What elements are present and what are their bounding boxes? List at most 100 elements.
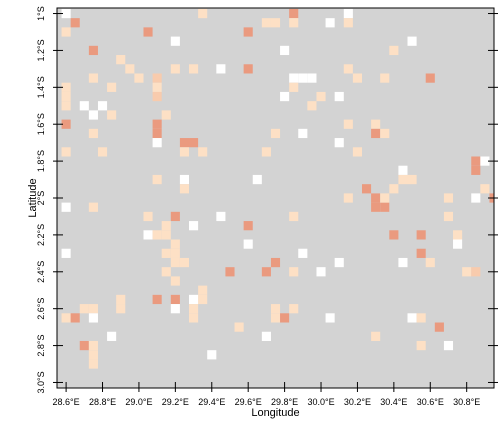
heatmap-cell: [325, 18, 335, 28]
heatmap-cell: [198, 285, 208, 295]
heatmap-cell: [352, 73, 362, 83]
heatmap-cell: [143, 27, 153, 37]
heatmap-cell: [88, 110, 98, 120]
heatmap-cell: [152, 294, 162, 305]
heatmap-cell: [261, 267, 271, 277]
heatmap-cell: [334, 257, 344, 268]
heatmap-cell: [343, 193, 353, 203]
heatmap-cell: [261, 331, 271, 341]
heatmap-cell: [152, 230, 162, 240]
heatmap-cell: [270, 304, 281, 314]
heatmap-cell: [398, 165, 408, 175]
heatmap-cell: [434, 322, 444, 332]
plot-background: [57, 8, 494, 388]
y-tick-label: 2.2°S: [36, 224, 46, 246]
heatmap-cell: [61, 147, 71, 157]
heatmap-cell: [170, 239, 180, 249]
heatmap-cell: [189, 304, 199, 314]
heatmap-cell: [79, 101, 89, 111]
heatmap-cell: [61, 82, 71, 92]
heatmap-cell: [416, 230, 426, 240]
heatmap-cell: [261, 147, 271, 157]
heatmap-cell: [471, 165, 481, 175]
heatmap-cell: [443, 340, 454, 351]
heatmap-cell: [143, 211, 153, 222]
heatmap-cell: [170, 64, 180, 74]
heatmap-cell: [343, 64, 353, 74]
heatmap-cell: [143, 230, 153, 240]
heatmap-cell: [243, 64, 253, 74]
heatmap-cell: [380, 128, 390, 139]
x-tick-label: 29.4°E: [198, 397, 225, 407]
heatmap-cell: [189, 221, 199, 231]
heatmap-cell: [161, 230, 171, 240]
x-tick-label: 28.6°E: [53, 397, 80, 407]
y-tick-label: 2.4°S: [36, 261, 46, 283]
x-tick-label: 29.8°E: [271, 397, 298, 407]
heatmap-cell: [116, 55, 126, 65]
heatmap-cell: [280, 91, 290, 102]
heatmap-cell: [425, 257, 435, 268]
heatmap-cell: [416, 340, 426, 351]
heatmap-cell: [270, 313, 281, 323]
heatmap-cell: [307, 73, 317, 83]
x-tick-label: 30.4°E: [380, 397, 407, 407]
heatmap-cell: [107, 331, 117, 341]
heatmap-cell: [116, 304, 126, 314]
y-tick-label: 1°S: [36, 6, 46, 21]
heatmap-cell: [380, 193, 390, 203]
heatmap-cell: [453, 239, 463, 249]
heatmap-cell: [88, 45, 98, 56]
heatmap-cell: [243, 221, 253, 231]
heatmap-cell: [398, 257, 408, 268]
y-axis-title: Latitude: [27, 178, 39, 217]
heatmap-cell: [416, 248, 426, 258]
x-axis-ticks: 28.6°E 28.8°E 29.0°E 29.2°E 29.4°E 29.6°E 29.8…: [53, 382, 480, 407]
heatmap-cell: [443, 211, 454, 222]
heatmap-cell: [225, 267, 235, 277]
heatmap-cell: [389, 45, 399, 56]
heatmap-cell: [343, 18, 353, 28]
heatmap-cell: [152, 128, 162, 139]
heatmap-cell: [179, 174, 190, 185]
x-tick-label: 29.2°E: [162, 397, 189, 407]
heatmap-cell: [289, 73, 299, 83]
heatmap-cell: [88, 359, 98, 369]
heatmap-cell: [280, 45, 290, 56]
heatmap-cell: [407, 313, 417, 323]
y-axis-ticks: 1°S 1.2°S 1.4°S 1.6°S 1.8°S 2°S 2.2°S 2.4°S 2.6°…: [36, 6, 498, 394]
heatmap-cell: [170, 248, 180, 258]
x-axis-title: Longitude: [251, 407, 299, 419]
heatmap-cell: [416, 313, 426, 323]
heatmap-cell: [152, 82, 162, 92]
heatmap-cell: [298, 128, 308, 139]
heatmap-cell: [462, 267, 472, 277]
heatmap-cell: [389, 184, 399, 194]
heatmap-cell: [371, 128, 381, 139]
heatmap-cell: [179, 147, 190, 157]
heatmap-cell: [170, 257, 180, 268]
heatmap-cell: [234, 322, 244, 332]
heatmap-cell: [398, 174, 408, 185]
heatmap-cell: [88, 313, 98, 323]
heatmap-cell: [325, 313, 335, 323]
heatmap-cell: [371, 331, 381, 341]
y-tick-label: 2.8°S: [36, 335, 46, 357]
heatmap-cell: [170, 36, 180, 46]
x-tick-label: 29.6°E: [235, 397, 262, 407]
heatmap-cell: [79, 340, 89, 351]
heatmap-cell: [380, 202, 390, 212]
y-tick-label: 2°S: [36, 191, 46, 206]
heatmap-cell: [134, 73, 144, 83]
heatmap-cell: [371, 202, 381, 212]
heatmap-cell: [371, 119, 381, 129]
heatmap-cell: [161, 110, 171, 120]
heatmap-cell: [207, 350, 217, 360]
heatmap-cell: [97, 101, 108, 111]
heatmap-cell: [161, 248, 171, 258]
heatmap-cell: [316, 91, 326, 102]
heatmap-cell: [88, 202, 98, 212]
heatmap-cell: [198, 294, 208, 305]
heatmap-cell: [170, 304, 180, 314]
